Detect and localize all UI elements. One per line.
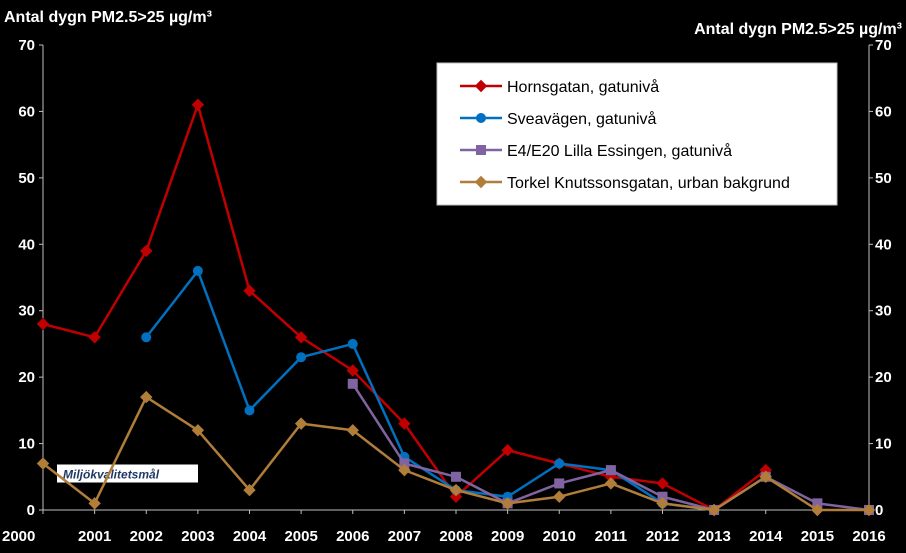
data-point: [604, 477, 618, 490]
legend-entry: Torkel Knutssonsgatan, urban bakgrund: [507, 175, 790, 192]
x-tick-label: 2000: [2, 528, 35, 545]
y-tick-label-left: 20: [18, 369, 35, 386]
axes: [39, 44, 873, 514]
data-point: [346, 424, 359, 437]
data-point: [294, 417, 308, 430]
legend-entry: Sveavägen, gatunivå: [507, 110, 657, 128]
legend-marker: [474, 175, 488, 189]
x-tick-label: 2003: [181, 528, 214, 545]
legend-marker: [476, 145, 486, 155]
data-point: [140, 244, 153, 258]
tick-labels: 0 0 10 10 20 20 30 30 40 40 50 50 60 60 70 70 2000 2001 20…: [2, 37, 892, 545]
data-point: [811, 503, 824, 517]
data-point: [554, 478, 565, 489]
data-point: [554, 458, 565, 469]
y-tick-label-left: 50: [18, 170, 35, 187]
x-tick-label: 2011: [595, 528, 628, 545]
x-tick-label: 2014: [749, 528, 783, 545]
x-tick-label: 2005: [284, 528, 317, 545]
y-axis-title-right: Antal dygn PM2.5>25 µg/m³: [694, 21, 902, 38]
x-tick-label: 2006: [336, 528, 369, 545]
x-tick-label: 2001: [78, 528, 111, 545]
data-point: [141, 332, 152, 343]
data-point: [501, 444, 514, 457]
y-tick-label-right: 0: [875, 502, 883, 519]
series-4: [36, 390, 876, 517]
data-point: [501, 497, 514, 510]
data-point: [656, 497, 669, 510]
x-tick-label: 2007: [388, 528, 421, 545]
x-tick-label: 2012: [646, 528, 679, 545]
legend-marker: [474, 79, 488, 93]
data-point: [244, 405, 255, 416]
legend: Hornsgatan, gatunivå Sveavägen, gatunivå E…: [436, 62, 838, 206]
legend-marker: [476, 113, 486, 123]
annotation-label: Miljökvalitetsmål: [63, 468, 160, 482]
x-tick-label: 2008: [439, 528, 472, 545]
data-point: [398, 417, 411, 430]
annotation-box: [57, 464, 198, 483]
data-point: [294, 331, 308, 344]
data-point: [36, 457, 50, 470]
data-point: [347, 378, 358, 389]
y-tick-label-left: 10: [18, 436, 35, 453]
data-point: [296, 352, 307, 363]
y-tick-label-left: 30: [18, 303, 35, 320]
y-axis-title-left: Antal dygn PM2.5>25 µg/m³: [4, 9, 212, 26]
data-point: [140, 390, 153, 404]
data-point: [398, 463, 411, 477]
data-point: [88, 331, 101, 344]
x-tick-label: 2004: [233, 528, 267, 545]
legend-entry: E4/E20 Lilla Essingen, gatunivå: [507, 142, 732, 160]
y-tick-label-right: 60: [875, 103, 892, 120]
data-point: [192, 265, 203, 276]
data-point: [346, 364, 359, 377]
y-tick-label-left: 40: [18, 236, 35, 253]
x-tick-label: 2015: [801, 528, 834, 545]
y-tick-label-right: 70: [875, 37, 892, 54]
x-tick-label: 2002: [130, 528, 163, 545]
data-point: [243, 483, 256, 497]
legend-box: [436, 62, 838, 206]
y-tick-label-right: 10: [875, 436, 892, 453]
series-group: [36, 98, 876, 517]
data-point: [191, 98, 205, 111]
data-point: [191, 424, 205, 437]
y-tick-label-right: 40: [875, 236, 892, 253]
legend-entry: Hornsgatan, gatunivå: [507, 78, 659, 96]
y-tick-label-right: 20: [875, 369, 892, 386]
x-tick-label: 2016: [852, 528, 885, 545]
x-tick-label: 2010: [543, 528, 576, 545]
data-point: [88, 497, 101, 510]
x-tick-label: 2013: [697, 528, 730, 545]
x-tick-label: 2009: [491, 528, 524, 545]
data-point: [707, 503, 721, 517]
y-tick-label-left: 60: [18, 103, 35, 120]
data-point: [862, 503, 876, 517]
data-point: [36, 317, 50, 331]
y-tick-label-left: 70: [18, 37, 35, 54]
data-point: [451, 471, 461, 482]
data-point: [243, 284, 256, 297]
data-point: [605, 465, 616, 476]
milj-annotation: Miljökvalitetsmål: [57, 464, 198, 483]
data-point: [553, 490, 566, 503]
data-point: [656, 477, 669, 490]
y-tick-label-right: 30: [875, 303, 892, 320]
data-point: [449, 483, 463, 497]
data-point: [347, 338, 358, 349]
y-tick-label-left: 0: [27, 502, 35, 519]
data-point: [759, 470, 772, 483]
y-tick-label-right: 50: [875, 170, 892, 187]
